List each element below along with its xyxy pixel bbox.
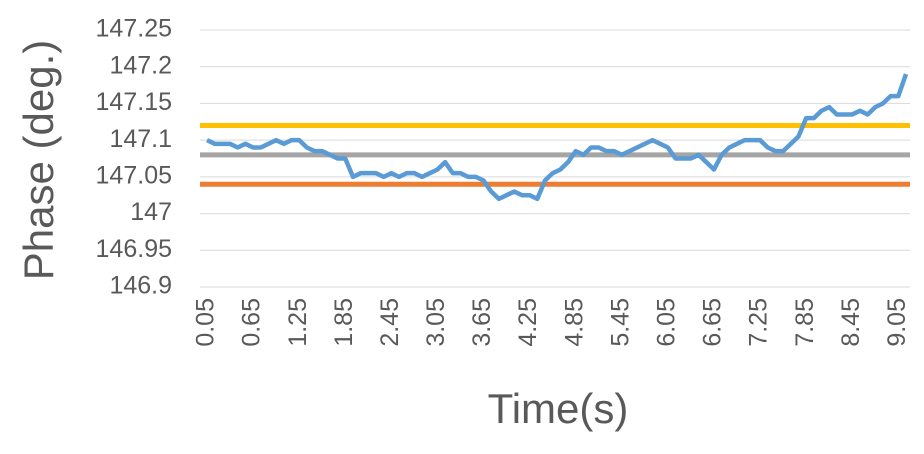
- y-tick-label: 147.05: [96, 161, 172, 189]
- data-line: [206, 73, 909, 202]
- y-tick-label: 147.2: [109, 51, 172, 79]
- x-tick-label: 7.25: [745, 298, 773, 347]
- x-axis-title: Time(s): [488, 385, 629, 432]
- y-tick-label: 147: [130, 198, 172, 226]
- x-tick-label: 3.05: [422, 298, 450, 347]
- x-tick-label: 3.65: [468, 298, 496, 347]
- x-tick-label: 4.85: [560, 298, 588, 347]
- x-tick-label: 7.85: [791, 298, 819, 347]
- y-tick-label: 147.1: [109, 125, 172, 153]
- x-tick-label: 1.25: [284, 298, 312, 347]
- x-tick-label: 2.45: [376, 298, 404, 347]
- x-tick-label: 8.45: [837, 298, 865, 347]
- y-tick-label: 146.9: [109, 272, 172, 300]
- y-tick-label: 147.25: [96, 15, 172, 43]
- x-tick-label: 4.25: [514, 298, 542, 347]
- x-tick-label: 1.85: [330, 298, 358, 347]
- x-tick-label: 6.05: [652, 298, 680, 347]
- x-tick-label: 6.65: [699, 298, 727, 347]
- y-axis-title: Phase (deg.): [15, 40, 62, 280]
- x-tick-label: 5.45: [606, 298, 634, 347]
- y-tick-label: 146.95: [96, 235, 172, 263]
- x-tick-label: 0.05: [192, 298, 220, 347]
- x-tick-label: 9.05: [883, 298, 911, 347]
- y-tick-label: 147.15: [96, 88, 172, 116]
- x-tick-label: 0.65: [238, 298, 266, 347]
